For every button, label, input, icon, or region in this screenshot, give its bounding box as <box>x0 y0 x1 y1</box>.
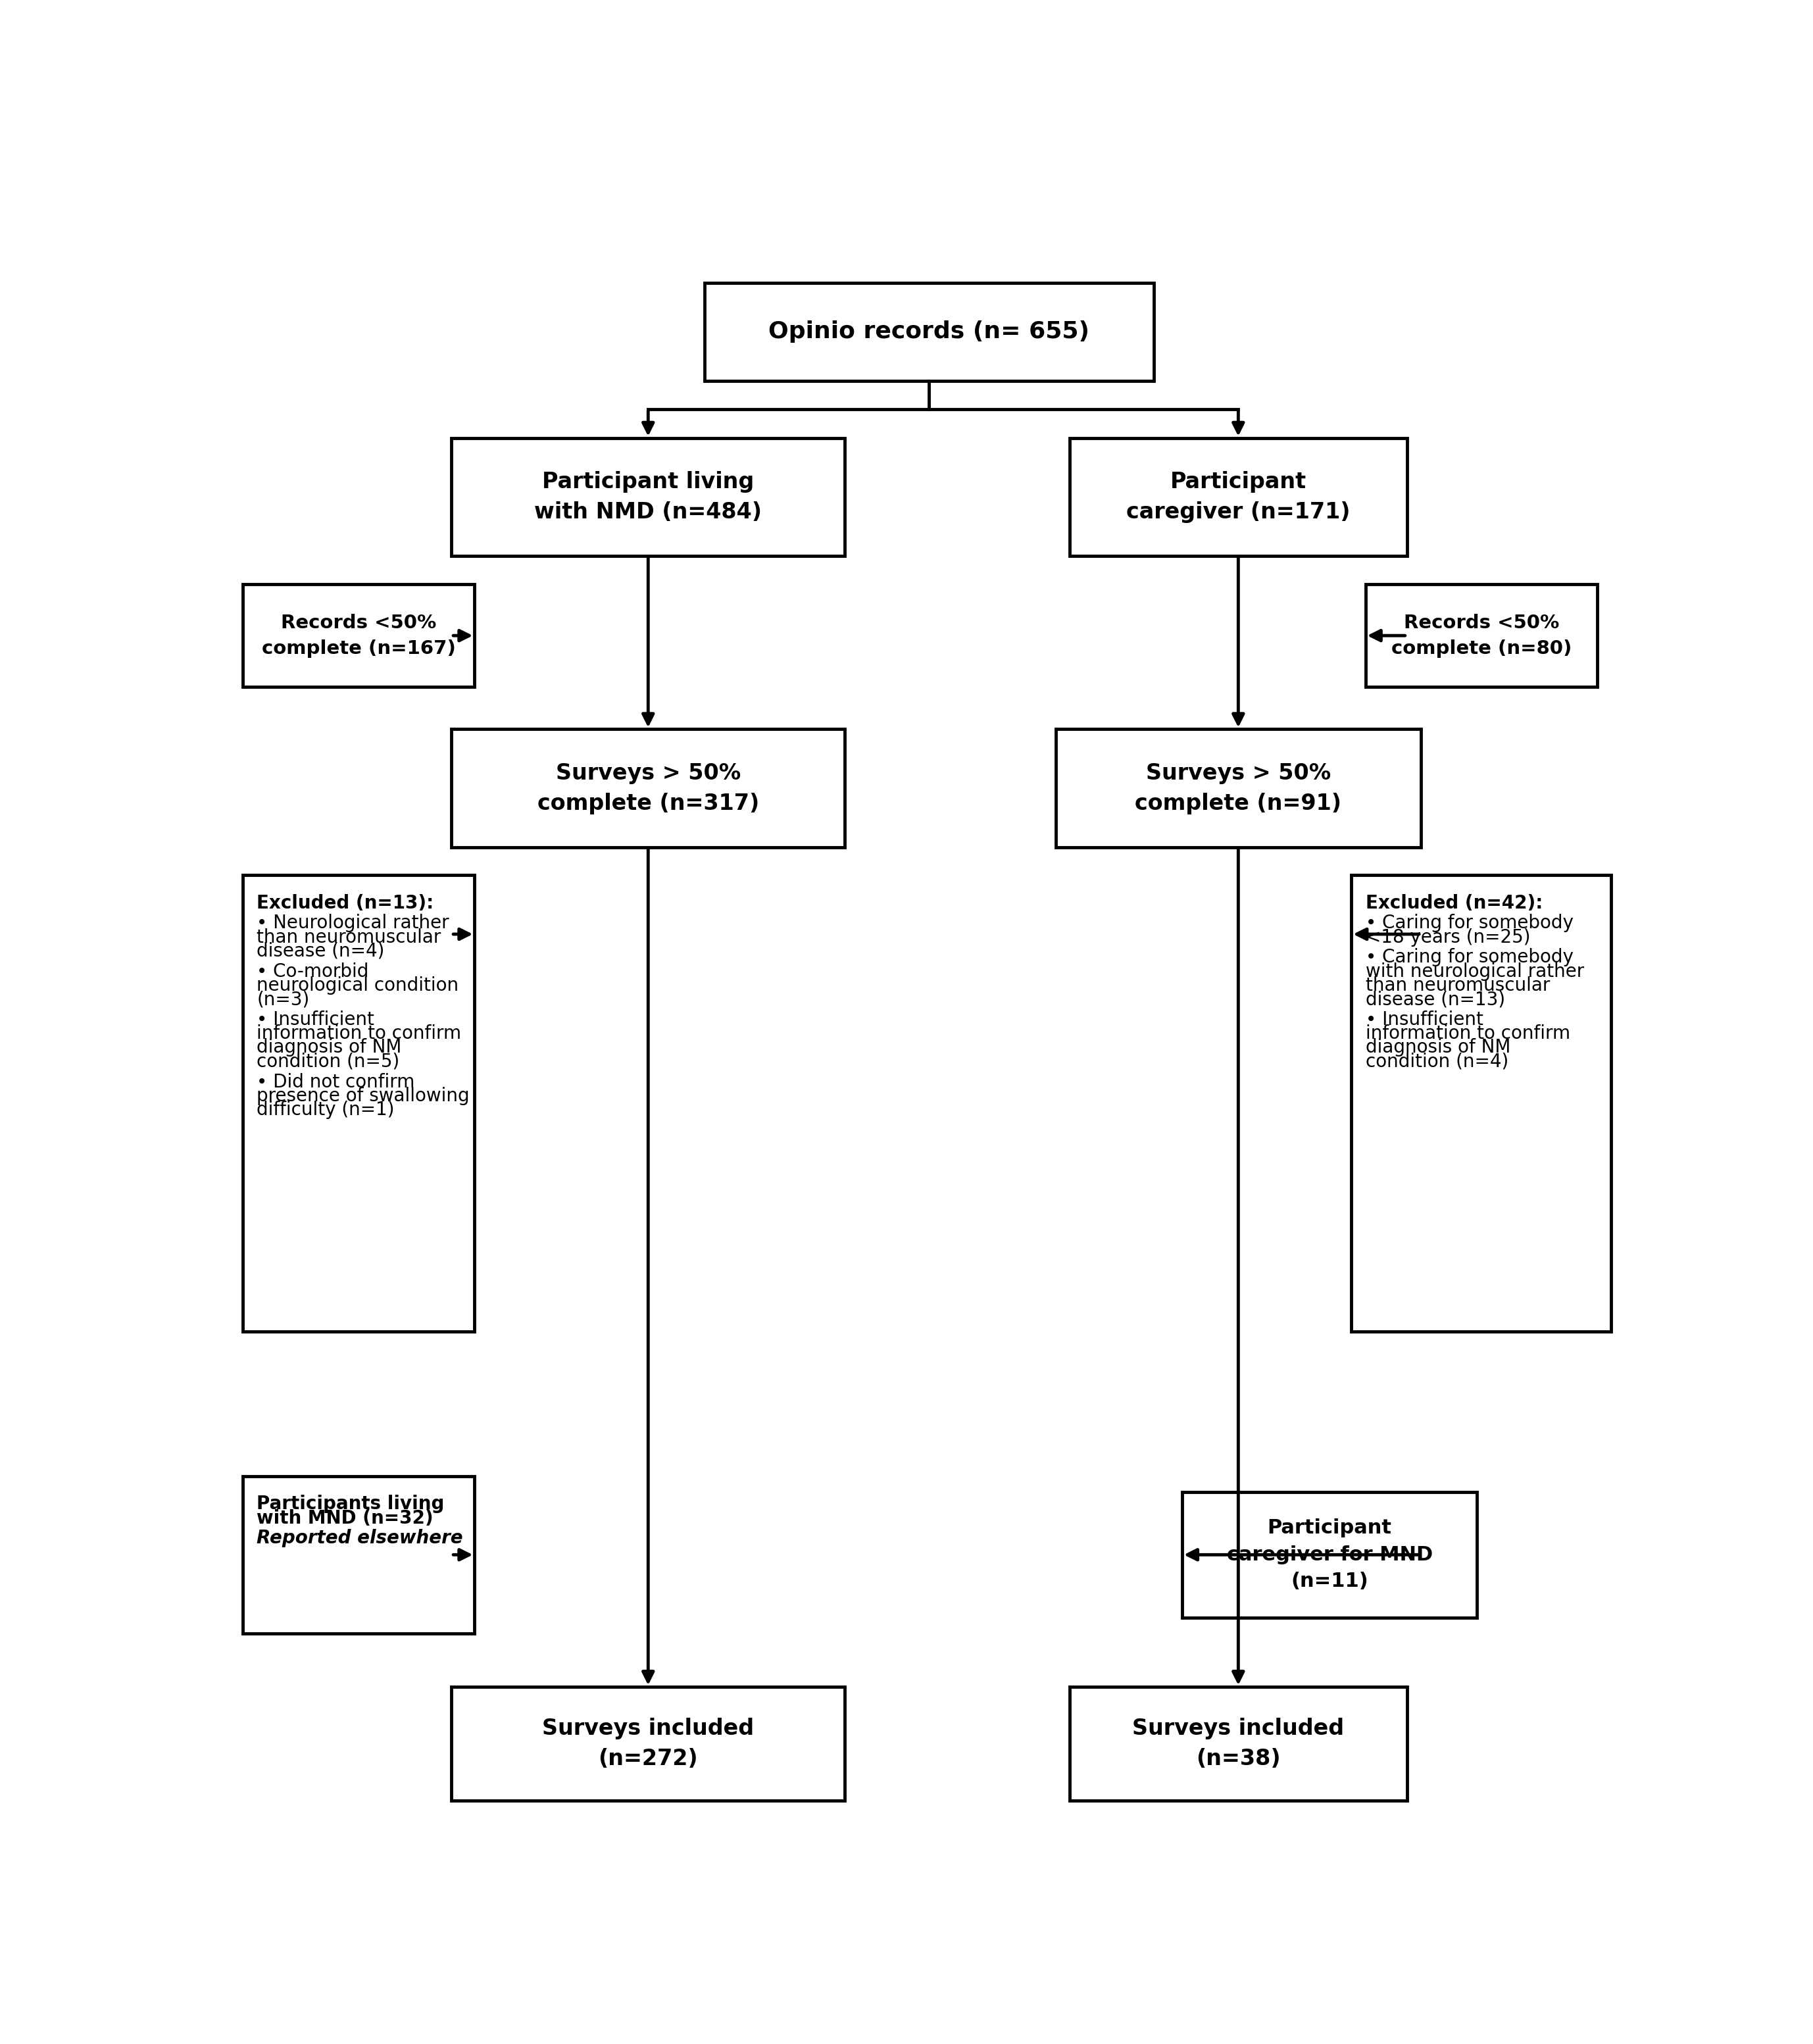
Text: with neurological rather: with neurological rather <box>1365 963 1585 981</box>
Bar <box>1182 1492 1478 1617</box>
Text: information to confirm: information to confirm <box>257 1024 462 1042</box>
Text: Excluded (n=13):: Excluded (n=13): <box>257 893 433 912</box>
Text: Participant living
with NMD (n=484): Participant living with NMD (n=484) <box>535 470 761 523</box>
Text: with MND (n=32): with MND (n=32) <box>257 1508 433 1527</box>
Text: • Insufficient: • Insufficient <box>257 1010 375 1028</box>
Text: • Insufficient: • Insufficient <box>1365 1010 1483 1028</box>
Text: Participant
caregiver for MND
(n=11): Participant caregiver for MND (n=11) <box>1227 1519 1432 1590</box>
Text: disease (n=4): disease (n=4) <box>257 942 384 961</box>
Text: condition (n=5): condition (n=5) <box>257 1053 399 1071</box>
Text: Excluded (n=42):: Excluded (n=42): <box>1365 893 1543 912</box>
Text: Records <50%
complete (n=80): Records <50% complete (n=80) <box>1391 613 1572 658</box>
Text: information to confirm: information to confirm <box>1365 1024 1570 1042</box>
Text: • Neurological rather: • Neurological rather <box>257 914 450 932</box>
Text: Surveys included
(n=38): Surveys included (n=38) <box>1133 1717 1343 1770</box>
Text: presence of swallowing: presence of swallowing <box>257 1087 470 1106</box>
Bar <box>451 1686 845 1801</box>
Text: Surveys > 50%
complete (n=91): Surveys > 50% complete (n=91) <box>1135 762 1342 814</box>
Bar <box>451 730 845 848</box>
Bar <box>1351 875 1612 1331</box>
Text: disease (n=13): disease (n=13) <box>1365 989 1505 1008</box>
Text: <18 years (n=25): <18 years (n=25) <box>1365 928 1530 946</box>
Text: Surveys included
(n=272): Surveys included (n=272) <box>542 1717 754 1770</box>
Text: • Caring for somebody: • Caring for somebody <box>1365 948 1574 967</box>
Text: (n=3): (n=3) <box>257 989 310 1008</box>
Bar <box>243 875 475 1331</box>
Bar <box>1070 1686 1407 1801</box>
Text: Participants living: Participants living <box>257 1494 444 1513</box>
Bar <box>1055 730 1421 848</box>
Bar <box>243 1476 475 1633</box>
Text: Records <50%
complete (n=167): Records <50% complete (n=167) <box>261 613 455 658</box>
Bar <box>705 282 1153 380</box>
Text: than neuromuscular: than neuromuscular <box>1365 977 1550 995</box>
Text: diagnosis of NM: diagnosis of NM <box>1365 1038 1510 1057</box>
Text: • Did not confirm: • Did not confirm <box>257 1073 415 1091</box>
Text: than neuromuscular: than neuromuscular <box>257 928 441 946</box>
Bar <box>1070 437 1407 556</box>
Text: Surveys > 50%
complete (n=317): Surveys > 50% complete (n=317) <box>537 762 760 814</box>
Text: difficulty (n=1): difficulty (n=1) <box>257 1100 395 1118</box>
Text: neurological condition: neurological condition <box>257 977 459 995</box>
Text: condition (n=4): condition (n=4) <box>1365 1053 1508 1071</box>
Text: Opinio records (n= 655): Opinio records (n= 655) <box>769 321 1090 343</box>
Text: • Co-morbid: • Co-morbid <box>257 963 368 981</box>
Bar <box>1365 585 1597 687</box>
Text: diagnosis of NM: diagnosis of NM <box>257 1038 402 1057</box>
Text: Participant
caregiver (n=171): Participant caregiver (n=171) <box>1126 470 1351 523</box>
Text: Reported elsewhere: Reported elsewhere <box>257 1529 462 1547</box>
Bar <box>451 437 845 556</box>
Text: • Caring for somebody: • Caring for somebody <box>1365 914 1574 932</box>
Bar <box>243 585 475 687</box>
